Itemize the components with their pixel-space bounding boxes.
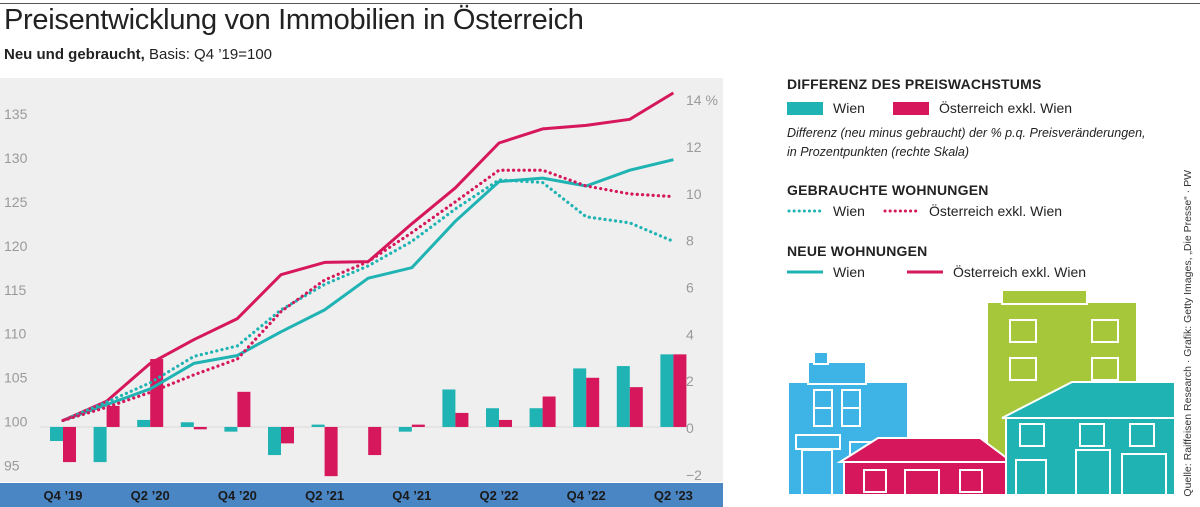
legend-used-row: Wien Österreich exkl. Wien: [787, 201, 1147, 223]
bar-wien: [398, 426, 412, 432]
legend-used-oesterreich: Österreich exkl. Wien: [883, 203, 1062, 219]
y-left-tick-label: 100: [4, 414, 28, 430]
legend-new-title: NEUE WOHNUNGEN: [787, 243, 928, 259]
y-left-tick-label: 120: [4, 238, 28, 254]
bar-wien: [573, 368, 587, 427]
series-line-0: [62, 158, 674, 422]
y-right-tick-label: 4: [686, 326, 694, 342]
subtitle-bold: Neu und gebraucht,: [4, 46, 145, 63]
page-title: Preisentwicklung von Immobilien in Öster…: [4, 4, 584, 36]
bar-wien: [137, 419, 151, 427]
legend-note-line1: Differenz (neu minus gebraucht) der % p.…: [787, 126, 1146, 140]
bar-wien: [616, 366, 630, 427]
bar-wien: [660, 354, 674, 427]
y-right-tick-label: 12: [686, 139, 702, 155]
swatch-bar-oesterreich: [893, 101, 929, 115]
legend-label: Österreich exkl. Wien: [929, 203, 1063, 219]
legend-diff-title: DIFFERENZ DES PREISWACHSTUMS: [787, 76, 1042, 92]
y-right-tick-label: 10: [686, 186, 702, 202]
bar-oesterreich: [542, 396, 556, 427]
legend-diff-row: Wien Österreich exkl. Wien: [787, 98, 1147, 120]
bar-wien: [50, 426, 63, 442]
legend-diff-wien: Wien: [787, 100, 865, 116]
plot-background: [0, 78, 723, 482]
y-right-tick-label: −2: [686, 467, 702, 483]
bar-oesterreich: [629, 387, 643, 427]
legend-label: Wien: [833, 203, 865, 219]
x-tick-label: Q4 ’19: [43, 488, 82, 503]
series-line-2: [61, 178, 676, 423]
bar-oesterreich: [63, 426, 76, 463]
legend-note: Differenz (neu minus gebraucht) der % p.…: [787, 124, 1147, 162]
x-tick-label: Q2 ’23: [654, 488, 693, 503]
page-subtitle: Neu und gebraucht, Basis: Q4 ’19=100: [4, 46, 272, 63]
bar-oesterreich: [150, 359, 164, 427]
legend-new-oesterreich: Österreich exkl. Wien: [907, 264, 1086, 280]
bar-wien: [529, 408, 543, 427]
legend-diff-oesterreich: Österreich exkl. Wien: [893, 100, 1072, 116]
x-tick-label: Q2 ’20: [131, 488, 170, 503]
legend-note-line2: in Prozentpunkten (rechte Skala): [787, 145, 970, 159]
y-left-tick-label: 110: [4, 326, 27, 342]
y-right-tick-label: 0: [686, 420, 694, 436]
red-bungalow: [836, 437, 1015, 495]
y-right-tick-label: 14 %: [686, 92, 718, 108]
y-left-tick-label: 135: [4, 106, 28, 122]
bar-wien: [442, 389, 456, 427]
series-line-3: [61, 168, 676, 423]
bar-wien: [180, 422, 194, 427]
x-tick-label: Q2 ’22: [479, 488, 518, 503]
swatch-dotted-oesterreich: [883, 209, 919, 213]
bar-oesterreich: [193, 426, 207, 430]
bar-oesterreich: [281, 426, 294, 444]
bar-wien: [486, 408, 499, 427]
y-left-tick-label: 95: [4, 457, 20, 473]
legend-new-row: Wien Österreich exkl. Wien: [787, 262, 1147, 284]
bar-oesterreich: [673, 354, 687, 427]
x-axis-band: [0, 483, 723, 507]
y-right-tick-label: 6: [686, 279, 694, 295]
x-tick-label: Q4 ’21: [392, 488, 431, 503]
bar-wien: [93, 426, 107, 463]
bar-wien: [268, 426, 281, 456]
legend-label: Wien: [833, 100, 865, 116]
y-right-tick-label: 2: [686, 373, 694, 389]
y-right-tick-label: 8: [686, 233, 694, 249]
legend-used-title: GEBRAUCHTE WOHNUNGEN: [787, 182, 989, 198]
x-tick-label: Q4 ’22: [567, 488, 606, 503]
bar-oesterreich: [586, 377, 600, 427]
legend: DIFFERENZ DES PREISWACHSTUMS Wien Österr…: [787, 76, 1147, 284]
swatch-dotted-wien: [787, 209, 823, 213]
bar-oesterreich: [368, 426, 382, 456]
y-left-tick-label: 105: [4, 370, 28, 386]
swatch-line-oesterreich: [907, 270, 943, 274]
x-tick-label: Q2 ’21: [305, 488, 344, 503]
bar-oesterreich: [324, 426, 338, 477]
x-tick-label: Q4 ’20: [218, 488, 257, 503]
bar-oesterreich: [455, 412, 469, 427]
y-left-tick-label: 130: [4, 150, 28, 166]
y-left-tick-label: 115: [4, 282, 27, 298]
swatch-line-wien: [787, 270, 823, 274]
legend-label: Wien: [833, 264, 865, 280]
bar-oesterreich: [499, 419, 512, 427]
bar-oesterreich: [237, 391, 251, 427]
swatch-bar-wien: [787, 101, 823, 115]
legend-used-wien: Wien: [787, 203, 865, 219]
teal-house: [1001, 381, 1175, 495]
bar-wien: [224, 426, 238, 432]
legend-label: Österreich exkl. Wien: [953, 264, 1087, 280]
bar-oesterreich: [411, 424, 425, 427]
legend-label: Österreich exkl. Wien: [939, 100, 1073, 116]
houses-illustration: [787, 290, 1175, 495]
source-note: Quelle: Raiffeisen Research · Grafik: Ge…: [1182, 170, 1194, 497]
top-rule: [0, 3, 1200, 4]
subtitle-rest: Basis: Q4 ’19=100: [144, 46, 273, 63]
legend-new-wien: Wien: [787, 264, 865, 280]
y-left-tick-label: 125: [4, 194, 28, 210]
bar-wien: [311, 424, 325, 427]
price-chart: 95 100 105 110 115 120 125 130 135 −2 0 2 4 6 8 10 12 14 …: [0, 78, 723, 507]
bar-oesterreich: [106, 405, 120, 427]
